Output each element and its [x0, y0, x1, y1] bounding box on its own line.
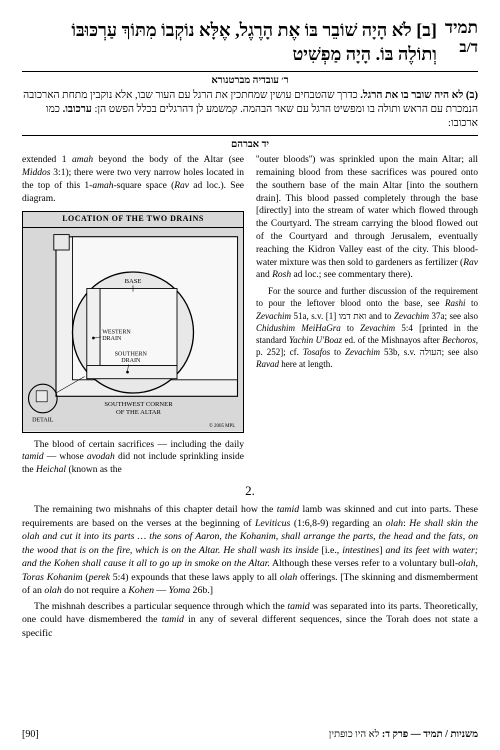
mishnah-text: [ב] לֹא הָיָה שׁוֹבֵר בּוֹ אֶת הָרֶגֶל, …: [22, 18, 445, 67]
daf-ref: ד/ב: [445, 40, 478, 57]
left-para-1: extended 1 amah beyond the body of the A…: [22, 154, 244, 205]
divider-2: [22, 135, 478, 136]
section-2-body: The remaining two mishnahs of this chapt…: [22, 503, 478, 640]
right-para-1: ''outer bloods'') was sprinkled upon the…: [256, 154, 478, 282]
yad-avraham-title: יד אברהם: [22, 139, 478, 150]
section2-para2: The mishnah describes a particular seque…: [22, 600, 478, 641]
svg-text:DETAIL: DETAIL: [32, 418, 54, 424]
page-header: תמיד ד/ב [ב] לֹא הָיָה שׁוֹבֵר בּוֹ אֶת …: [22, 18, 478, 67]
svg-text:SOUTHWEST CORNER: SOUTHWEST CORNER: [104, 401, 173, 408]
tractate-name: תמיד: [445, 18, 478, 38]
right-para-2: For the source and further discussion of…: [256, 285, 478, 370]
section-number: 2.: [22, 483, 478, 499]
diagram-title: LOCATION OF THE TWO DRAINS: [23, 212, 243, 228]
divider-1: [22, 71, 478, 72]
section2-para1: The remaining two mishnahs of this chapt…: [22, 503, 478, 598]
right-column: ''outer bloods'') was sprinkled upon the…: [256, 154, 478, 477]
svg-text:DRAIN: DRAIN: [102, 336, 122, 342]
header-right: תמיד ד/ב: [445, 18, 478, 57]
bartenura-title: ר׳ עובדיה מברטנורא: [22, 75, 478, 86]
svg-text:SOUTHERN: SOUTHERN: [115, 352, 148, 358]
left-para-2: The blood of certain sacrifices — includ…: [22, 439, 244, 477]
svg-text:BASE: BASE: [125, 278, 142, 285]
footer-hebrew: משניות / תמיד — פרק ד: לא היו כופתין: [329, 729, 478, 740]
page-footer: משניות / תמיד — פרק ד: לא היו כופתין [90…: [22, 729, 478, 740]
svg-text:DRAIN: DRAIN: [121, 358, 141, 364]
svg-text:OF THE ALTAR: OF THE ALTAR: [116, 409, 162, 416]
svg-text:WESTERN: WESTERN: [102, 330, 131, 336]
altar-diagram: BASE WESTERN DRAIN SOUTHERN DRAIN DETAIL…: [23, 228, 243, 432]
two-column-section: extended 1 amah beyond the body of the A…: [22, 154, 478, 477]
left-column: extended 1 amah beyond the body of the A…: [22, 154, 244, 477]
diagram-container: LOCATION OF THE TWO DRAINS BASE WESTERN …: [22, 211, 244, 432]
page-number: [90]: [22, 729, 39, 740]
bartenura-text: (ב) לא היה שובר בו את הרגל. כדרך שהטבחים…: [22, 89, 478, 132]
svg-text:© 2005 MPL: © 2005 MPL: [209, 423, 235, 429]
